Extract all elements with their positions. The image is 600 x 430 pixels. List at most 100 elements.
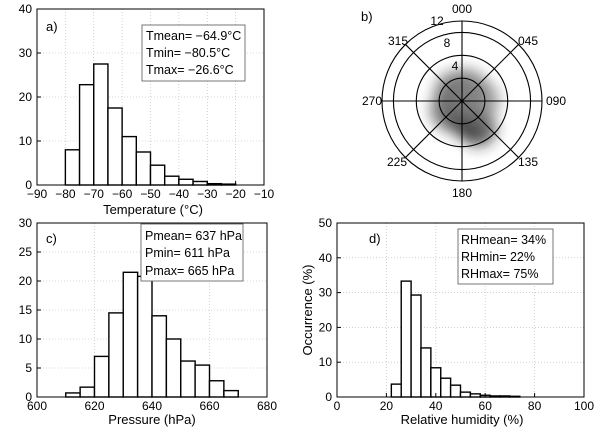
panel-a-letter: a) [46, 19, 58, 34]
polar-spoke [461, 44, 519, 102]
panel-d-xlabel: Relative humidity (%) [401, 412, 524, 427]
y-tick-label: 30 [19, 46, 33, 60]
histogram-bar [449, 384, 462, 398]
histogram-bar [390, 383, 402, 398]
panel-b-direction-polar-plot: b) 4 8 12 000 045 090 135 180 225 270 31… [361, 2, 566, 200]
x-tick-label: −30 [197, 187, 218, 201]
panel-b-dir-315: 315 [388, 34, 408, 48]
histogram-bar [149, 164, 166, 186]
histogram-bar [121, 135, 138, 186]
histogram-bar [459, 391, 472, 398]
histogram-bar [163, 175, 180, 186]
x-tick-label: 100 [574, 399, 594, 413]
histogram-bar [64, 149, 81, 186]
x-tick-label: −50 [140, 187, 161, 201]
panel-a-stat-min: Tmin= −80.5°C [146, 46, 230, 60]
histogram-bar [108, 312, 124, 398]
panel-b-dir-090: 090 [546, 94, 566, 108]
panel-c-stat-max: Pmax= 665 hPa [145, 264, 234, 278]
polar-spoke [405, 100, 463, 158]
histogram-bar [208, 380, 225, 398]
panel-b-dir-225: 225 [387, 155, 407, 169]
y-tick-label: 30 [19, 216, 33, 230]
y-tick-label: 30 [319, 286, 333, 300]
x-tick-label: 600 [27, 399, 47, 413]
y-tick-label: 50 [319, 216, 333, 230]
panel-a-xlabel: Temperature (°C) [103, 202, 203, 217]
y-tick-label: 10 [319, 355, 333, 369]
x-tick-label: 60 [479, 399, 493, 413]
histogram-bar [410, 294, 422, 398]
y-tick-label: 0 [25, 178, 32, 192]
panel-d-humidity-histogram: 0 20 40 60 80 100 0 10 20 30 40 50 d) Relative humi… [300, 216, 594, 427]
x-tick-label: −60 [112, 187, 133, 201]
x-tick-label: 620 [84, 399, 104, 413]
histogram-bar [65, 392, 81, 398]
histogram-bar [78, 83, 95, 186]
histogram-bar [178, 178, 194, 186]
histogram-bar [79, 386, 96, 398]
histogram-bar [440, 377, 452, 398]
x-tick-label: 680 [257, 399, 277, 413]
y-tick-label: 25 [19, 245, 33, 259]
panel-b-radial-label-4: 4 [452, 59, 459, 73]
panel-d-stats-box: RHmean= 34% RHmin= 22% RHmax= 75% [457, 228, 554, 285]
panel-b-radial-label-12: 12 [430, 14, 444, 28]
panel-b-dir-135: 135 [518, 155, 538, 169]
panel-b-dir-270: 270 [362, 94, 382, 108]
x-tick-label: 80 [528, 399, 542, 413]
x-tick-label: −90 [27, 187, 48, 201]
histogram-bar [223, 389, 239, 398]
panel-c-stats-frame [140, 223, 244, 282]
x-tick-label: −80 [55, 187, 76, 201]
x-tick-label: −20 [225, 187, 246, 201]
panel-b-radial-label-8: 8 [444, 36, 451, 50]
panel-d-ticks: 0 20 40 60 80 100 0 10 20 30 40 50 [319, 216, 595, 413]
panel-c-stat-mean: Pmean= 637 hPa [145, 229, 242, 243]
x-tick-label: 40 [429, 399, 443, 413]
panel-d-stat-max: RHmax= 75% [461, 267, 538, 281]
histogram-bar [122, 271, 139, 398]
y-tick-label: 10 [19, 332, 33, 346]
panel-c-pressure-histogram: 600 620 640 660 680 0 5 10 15 20 25 30 c) Pressure … [19, 216, 278, 427]
panel-c-bars [65, 271, 239, 398]
y-tick-label: 10 [19, 134, 33, 148]
panel-c-stats-box: Pmean= 637 hPa Pmin= 611 hPa Pmax= 665 h… [140, 223, 244, 282]
y-tick-label: 20 [19, 274, 33, 288]
histogram-bar [192, 180, 208, 186]
y-tick-label: 20 [19, 90, 33, 104]
x-tick-label: 20 [380, 399, 394, 413]
histogram-bar [400, 280, 412, 398]
panel-b-letter: b) [361, 9, 373, 24]
histogram-bar [165, 338, 182, 398]
panel-d-ylabel: Occurrence (%) [300, 264, 315, 355]
x-tick-label: 660 [199, 399, 219, 413]
panel-b-spokes [382, 21, 542, 181]
polar-spoke [461, 100, 519, 158]
panel-c-xlabel: Pressure (hPa) [108, 412, 195, 427]
histogram-bar [194, 364, 211, 398]
panel-a-ticks: −90 −80 −70 −60 −50 −40 −30 −20 −10 0 10 20 30 40 [19, 2, 275, 201]
panel-d-bars [390, 280, 521, 398]
panel-b-dir-045: 045 [518, 34, 538, 48]
histogram-bar [135, 151, 152, 186]
histogram-bar [93, 355, 110, 398]
y-tick-label: 0 [325, 390, 332, 404]
panel-d-plot-frame [336, 222, 585, 398]
histogram-bar [420, 347, 432, 398]
panel-d-stat-min: RHmin= 22% [461, 250, 535, 264]
x-tick-label: 0 [334, 399, 341, 413]
polar-spoke [405, 44, 463, 102]
y-tick-label: 0 [25, 390, 32, 404]
x-tick-label: −70 [84, 187, 105, 201]
y-tick-label: 20 [319, 320, 333, 334]
panel-c-stat-min: Pmin= 611 hPa [145, 246, 230, 260]
y-tick-label: 40 [19, 2, 33, 16]
histogram-bar [430, 367, 442, 398]
x-tick-label: −10 [254, 187, 275, 201]
panel-a-bars [64, 63, 237, 186]
histogram-bar [93, 63, 109, 186]
histogram-bar [136, 275, 153, 398]
panel-a-stats-frame [141, 24, 246, 82]
